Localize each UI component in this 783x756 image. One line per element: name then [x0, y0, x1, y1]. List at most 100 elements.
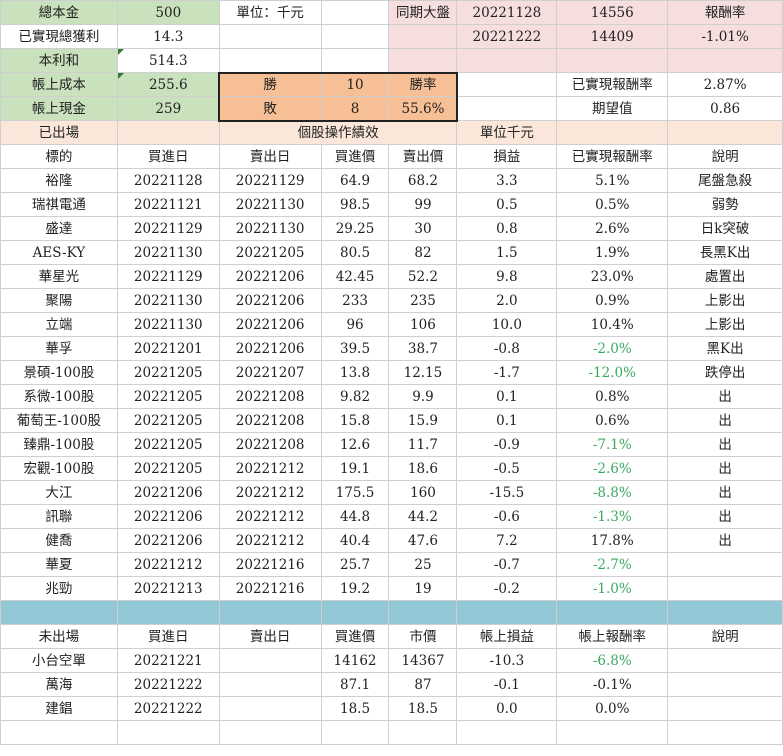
cell-realized-return[interactable]: 0.8% [556, 384, 669, 409]
cell-note[interactable]: 上影出 [667, 288, 783, 313]
cell-sell-date[interactable]: 20221129 [218, 168, 322, 193]
cell-ticker[interactable]: 訊聯 [0, 504, 118, 529]
cell-ticker[interactable]: 聚陽 [0, 288, 118, 313]
cell-ticker[interactable]: 盛達 [0, 216, 118, 241]
cell-buy-price[interactable]: 44.8 [320, 504, 390, 529]
cell-pnl[interactable]: 2.0 [456, 288, 558, 313]
cell-sell-price[interactable]: 25 [388, 552, 458, 577]
cell-note[interactable] [667, 672, 783, 697]
separator-cell[interactable] [667, 600, 783, 625]
cell-realized-return[interactable]: 1.9% [556, 240, 669, 265]
separator-cell[interactable] [388, 600, 458, 625]
cell-pnl[interactable]: 0.1 [456, 408, 558, 433]
book-cash-label[interactable]: 帳上現金 [0, 96, 118, 121]
cell-realized-return[interactable]: -1.0% [556, 576, 669, 601]
cell-sell-price[interactable]: 52.2 [388, 264, 458, 289]
empty-cell[interactable] [116, 720, 220, 745]
header-sell-date[interactable]: 賣出日 [218, 144, 322, 169]
empty-cell[interactable] [218, 720, 322, 745]
win-rate-value[interactable]: 55.6% [388, 96, 458, 121]
cell-ticker[interactable]: AES-KY [0, 240, 118, 265]
principal-value[interactable]: 500 [116, 0, 220, 25]
cell-sell-price[interactable]: 38.7 [388, 336, 458, 361]
cell-buy-price[interactable]: 98.5 [320, 192, 390, 217]
principal-plus-profit-value[interactable]: 514.3 [116, 48, 220, 73]
cell-note[interactable]: 長黑K出 [667, 240, 783, 265]
cell-market-price[interactable]: 14367 [388, 648, 458, 673]
market-index-2[interactable]: 14409 [556, 24, 669, 49]
realized-profit-value[interactable]: 14.3 [116, 24, 220, 49]
cell-note[interactable] [667, 576, 783, 601]
empty-cell[interactable] [320, 48, 390, 73]
cell-market-price[interactable]: 18.5 [388, 696, 458, 721]
loss-label[interactable]: 敗 [218, 96, 322, 121]
cell-buy-date[interactable]: 20221222 [116, 672, 220, 697]
cell-buy-price[interactable]: 64.9 [320, 168, 390, 193]
cell-buy-date[interactable]: 20221222 [116, 696, 220, 721]
cell-buy-date[interactable]: 20221128 [116, 168, 220, 193]
separator-cell[interactable] [0, 600, 118, 625]
cell-sell-date[interactable]: 20221206 [218, 312, 322, 337]
cell-ticker[interactable]: 健喬 [0, 528, 118, 553]
cell-buy-date[interactable]: 20221213 [116, 576, 220, 601]
cell-sell-price[interactable]: 106 [388, 312, 458, 337]
cell-sell-price[interactable]: 12.15 [388, 360, 458, 385]
cell-sell-date[interactable]: 20221130 [218, 216, 322, 241]
cell-buy-price[interactable]: 25.7 [320, 552, 390, 577]
empty-cell[interactable] [0, 720, 118, 745]
empty-cell[interactable] [320, 24, 390, 49]
cell-sell-date[interactable]: 20221212 [218, 456, 322, 481]
cell-book-pnl[interactable]: 0.0 [456, 696, 558, 721]
cell-book-return[interactable]: -6.8% [556, 648, 669, 673]
cell-buy-date[interactable]: 20221130 [116, 288, 220, 313]
cell-sell-price[interactable]: 44.2 [388, 504, 458, 529]
market-date-1[interactable]: 20221128 [456, 0, 558, 25]
cell-sell-date[interactable]: 20221212 [218, 504, 322, 529]
cell-buy-date[interactable]: 20221130 [116, 312, 220, 337]
cell-pnl[interactable]: -0.6 [456, 504, 558, 529]
market-return-header[interactable]: 報酬率 [667, 0, 783, 25]
cell-buy-price[interactable]: 96 [320, 312, 390, 337]
cell-realized-return[interactable]: -2.0% [556, 336, 669, 361]
realized-return-value[interactable]: 2.87% [667, 72, 783, 97]
header-buy-date[interactable]: 買進日 [116, 144, 220, 169]
empty-cell[interactable] [556, 48, 669, 73]
cell-note[interactable] [667, 648, 783, 673]
empty-cell[interactable] [667, 120, 783, 145]
cell-buy-date[interactable]: 20221221 [116, 648, 220, 673]
cell-book-return[interactable]: 0.0% [556, 696, 669, 721]
cell-sell-date[interactable]: 20221208 [218, 408, 322, 433]
cell-pnl[interactable]: -0.7 [456, 552, 558, 577]
cell-ticker[interactable]: 華夏 [0, 552, 118, 577]
realized-profit-label[interactable]: 已實現總獲利 [0, 24, 118, 49]
cell-book-pnl[interactable]: -0.1 [456, 672, 558, 697]
cell-book-pnl[interactable]: -10.3 [456, 648, 558, 673]
cell-buy-date[interactable]: 20221129 [116, 216, 220, 241]
empty-cell[interactable] [388, 48, 458, 73]
cell-sell-date[interactable]: 20221216 [218, 576, 322, 601]
empty-cell[interactable] [218, 48, 322, 73]
empty-cell[interactable] [667, 720, 783, 745]
cell-buy-date[interactable]: 20221205 [116, 408, 220, 433]
empty-cell[interactable] [456, 720, 558, 745]
book-cash-value[interactable]: 259 [116, 96, 220, 121]
cell-ticker[interactable]: 宏觀-100股 [0, 456, 118, 481]
realized-return-label[interactable]: 已實現報酬率 [556, 72, 669, 97]
header-sell-price[interactable]: 賣出價 [388, 144, 458, 169]
win-count[interactable]: 10 [320, 72, 390, 97]
empty-cell[interactable] [116, 120, 220, 145]
cell-sell-date[interactable] [218, 648, 322, 673]
cell-pnl[interactable]: -15.5 [456, 480, 558, 505]
cell-sell-date[interactable]: 20221130 [218, 192, 322, 217]
cell-realized-return[interactable]: 23.0% [556, 264, 669, 289]
cell-note[interactable] [667, 696, 783, 721]
cell-ticker[interactable]: 萬海 [0, 672, 118, 697]
principal-label[interactable]: 總本金 [0, 0, 118, 25]
cell-buy-price[interactable]: 19.2 [320, 576, 390, 601]
market-index-1[interactable]: 14556 [556, 0, 669, 25]
cell-realized-return[interactable]: 5.1% [556, 168, 669, 193]
cell-buy-price[interactable]: 15.8 [320, 408, 390, 433]
cell-sell-price[interactable]: 15.9 [388, 408, 458, 433]
cell-sell-price[interactable]: 235 [388, 288, 458, 313]
cell-pnl[interactable]: 0.8 [456, 216, 558, 241]
